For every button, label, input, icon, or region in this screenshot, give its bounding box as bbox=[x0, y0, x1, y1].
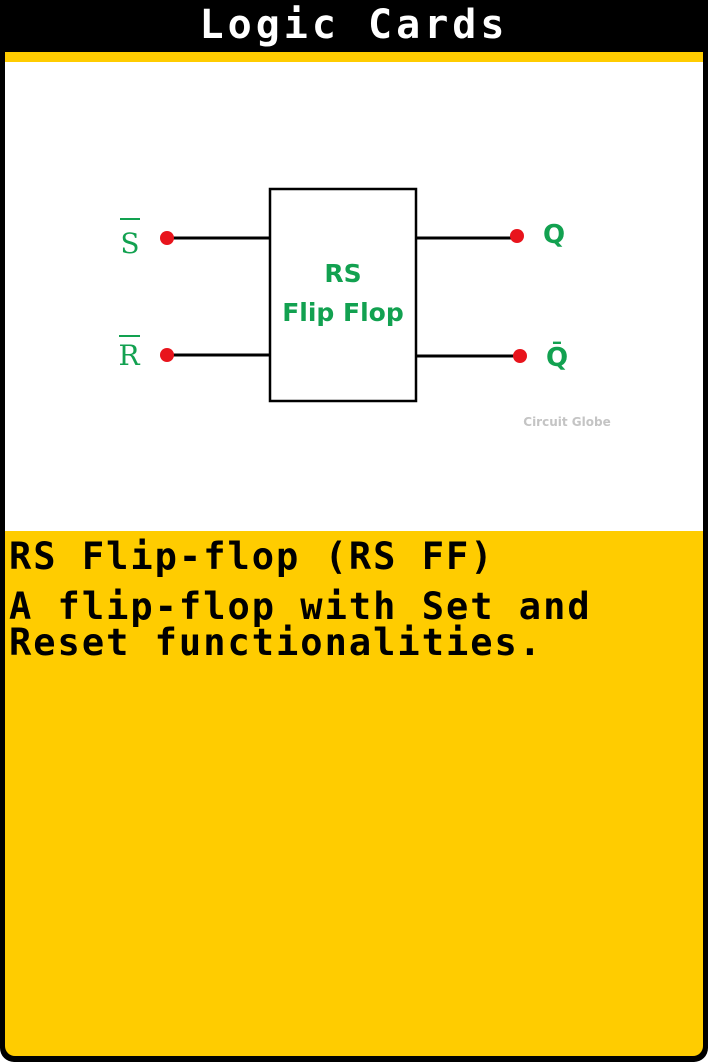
yellow-divider bbox=[5, 52, 703, 62]
input-r-label: R bbox=[118, 339, 140, 372]
output-qbar-label: Q̄ bbox=[546, 340, 568, 373]
output-q-terminal bbox=[510, 229, 524, 243]
input-s-label: S bbox=[120, 227, 139, 260]
watermark-text: Circuit Globe bbox=[523, 415, 610, 429]
card-text-panel: RS Flip-flop (RS FF) A flip-flop with Se… bbox=[5, 531, 703, 1056]
diagram-panel: RS Flip Flop S R Q Q̄ Circuit Globe bbox=[5, 62, 703, 531]
output-q-label: Q bbox=[543, 220, 565, 250]
flip-flop-block bbox=[270, 189, 416, 401]
input-s-terminal bbox=[160, 231, 174, 245]
block-label-flip-flop: Flip Flop bbox=[282, 298, 404, 327]
output-qbar-terminal bbox=[513, 349, 527, 363]
card-title: Logic Cards bbox=[0, 0, 708, 52]
rs-flip-flop-diagram: RS Flip Flop S R Q Q̄ Circuit Globe bbox=[5, 62, 703, 531]
block-label-rs: RS bbox=[324, 259, 361, 288]
input-r-terminal bbox=[160, 348, 174, 362]
card-heading: RS Flip-flop (RS FF) bbox=[9, 535, 699, 579]
card-description: A flip-flop with Set and Reset functiona… bbox=[9, 589, 669, 661]
